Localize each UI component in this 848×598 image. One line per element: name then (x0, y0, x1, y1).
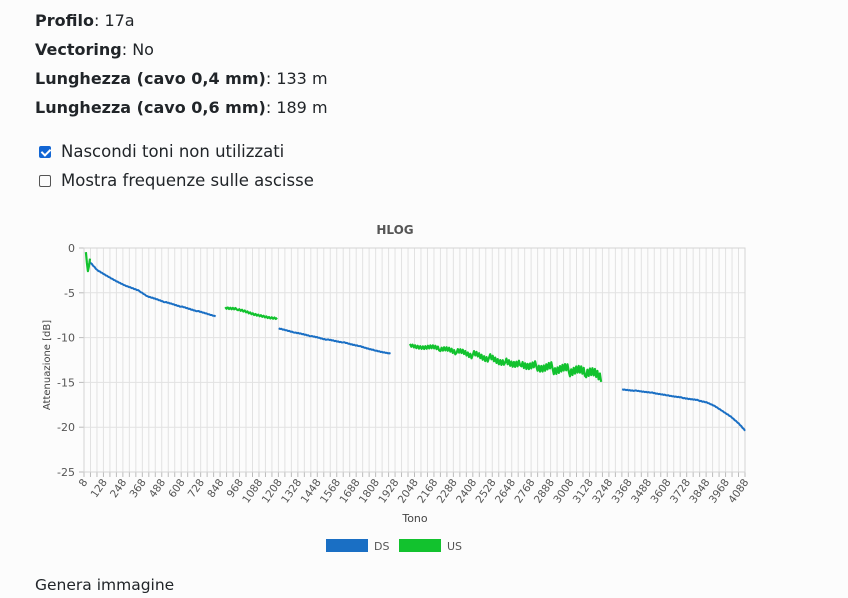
show-frequencies-option[interactable]: Mostra frequenze sulle ascisse (39, 171, 314, 190)
series-ds-segment (88, 260, 217, 318)
chart-title: HLOG (376, 223, 413, 237)
y-tick-label: -5 (64, 287, 75, 300)
chart-series (84, 251, 746, 432)
hide-unused-option[interactable]: Nascondi toni non utilizzati (39, 142, 284, 161)
y-tick-label: -10 (57, 332, 75, 345)
length-06-row: Lunghezza (cavo 0,6 mm): 189 m (35, 98, 328, 117)
x-tick-label: 368 (127, 477, 148, 500)
plot-border (83, 247, 746, 473)
x-tick-label: 728 (186, 477, 207, 500)
series-us-segment (409, 343, 603, 383)
x-tick-label: 848 (205, 477, 226, 500)
x-axis-label: Tono (401, 512, 428, 525)
legend-swatch-us (399, 539, 441, 552)
length-06-label: Lunghezza (cavo 0,6 mm) (35, 98, 266, 117)
series-ds-segment (621, 388, 746, 432)
x-axis-ticks: 8128248368488608728848968108812081328144… (77, 477, 752, 506)
legend-label-us: US (447, 540, 462, 553)
length-04-value: 133 m (276, 69, 328, 88)
x-tick-label: 4088 (726, 477, 751, 506)
y-tick-label: -20 (57, 421, 75, 434)
y-axis-label: Attenuazione [dB] (42, 320, 53, 410)
y-tick-label: -25 (57, 466, 75, 479)
series-us-segment (84, 251, 92, 273)
length-06-value: 189 m (276, 98, 328, 117)
y-tick-label: -15 (57, 376, 75, 389)
legend-swatch-ds (326, 539, 368, 552)
y-tick-label: 0 (68, 242, 75, 255)
profile-label: Profilo (35, 11, 94, 30)
x-tick-label: 248 (108, 477, 129, 500)
vectoring-label: Vectoring (35, 40, 122, 59)
series-ds-segment (278, 327, 392, 355)
chart-legend: DS US (326, 539, 462, 553)
hide-unused-checkbox[interactable] (39, 145, 51, 158)
vectoring-row: Vectoring: No (35, 40, 154, 59)
x-tick-label: 128 (89, 477, 110, 500)
length-04-label: Lunghezza (cavo 0,4 mm) (35, 69, 266, 88)
x-tick-label: 8 (77, 477, 91, 489)
hlog-chart: HLOG 81282483684886087288489681088120813… (42, 223, 752, 553)
hide-unused-label: Nascondi toni non utilizzati (61, 142, 285, 161)
show-frequencies-label: Mostra frequenze sulle ascisse (61, 171, 314, 190)
x-tick-label: 608 (166, 477, 187, 500)
legend-label-ds: DS (374, 540, 389, 553)
series-us-segment (224, 306, 278, 321)
x-tick-label: 488 (147, 477, 168, 500)
line-info: Profilo: 17a Vectoring: No Lunghezza (ca… (35, 6, 328, 122)
profile-value: 17a (104, 11, 135, 30)
chart-grid (79, 247, 746, 477)
generate-image-link[interactable]: Genera immagine (35, 576, 175, 594)
length-04-row: Lunghezza (cavo 0,4 mm): 133 m (35, 69, 328, 88)
y-axis-ticks: 0 -5 -10 -15 -20 -25 (57, 242, 75, 479)
vectoring-value: No (132, 40, 154, 59)
profile-row: Profilo: 17a (35, 11, 135, 30)
show-frequencies-checkbox[interactable] (39, 174, 51, 187)
